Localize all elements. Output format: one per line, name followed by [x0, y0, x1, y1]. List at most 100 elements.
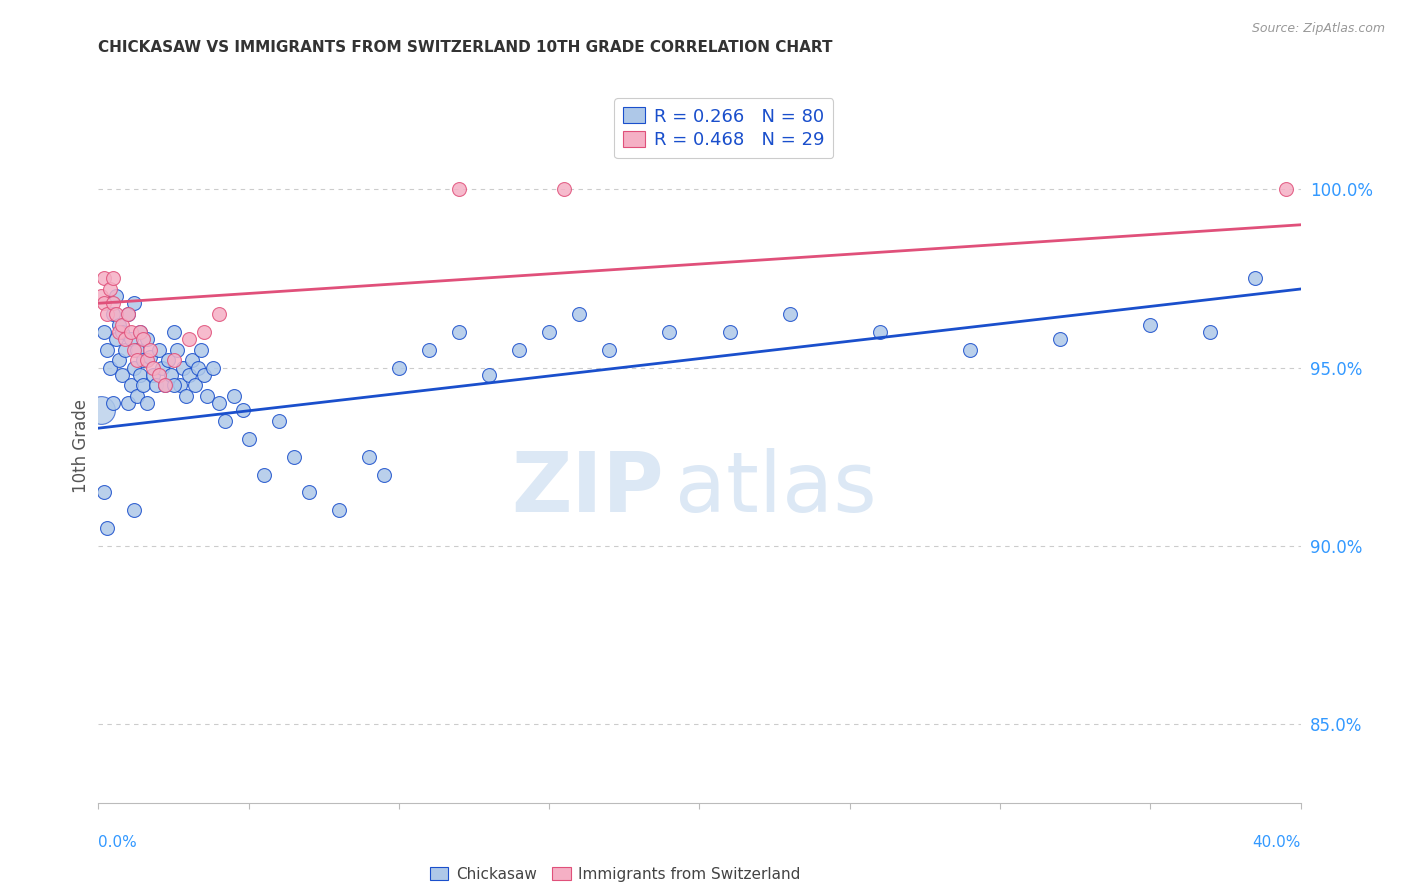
- Point: [190, 343, 212, 357]
- Point: [96, 521, 118, 535]
- Point: [1139, 318, 1161, 332]
- Point: [508, 343, 530, 357]
- Y-axis label: 10th Grade: 10th Grade: [72, 399, 90, 493]
- Point: [373, 467, 395, 482]
- Point: [553, 182, 575, 196]
- Point: [111, 325, 134, 339]
- Point: [124, 503, 146, 517]
- Point: [138, 343, 160, 357]
- Point: [357, 450, 380, 464]
- Point: [135, 353, 157, 368]
- Point: [869, 325, 891, 339]
- Point: [141, 368, 163, 382]
- Point: [183, 378, 205, 392]
- Point: [153, 378, 176, 392]
- Point: [447, 325, 470, 339]
- Text: CHICKASAW VS IMMIGRANTS FROM SWITZERLAND 10TH GRADE CORRELATION CHART: CHICKASAW VS IMMIGRANTS FROM SWITZERLAND…: [98, 40, 832, 55]
- Point: [121, 332, 143, 346]
- Point: [117, 307, 139, 321]
- Point: [103, 396, 125, 410]
- Point: [129, 325, 152, 339]
- Point: [153, 378, 176, 392]
- Point: [127, 353, 149, 368]
- Point: [187, 360, 209, 375]
- Point: [166, 343, 188, 357]
- Point: [114, 343, 136, 357]
- Text: Source: ZipAtlas.com: Source: ZipAtlas.com: [1251, 22, 1385, 36]
- Point: [162, 325, 184, 339]
- Point: [121, 325, 143, 339]
- Point: [447, 182, 470, 196]
- Point: [328, 503, 350, 517]
- Point: [127, 389, 149, 403]
- Point: [111, 318, 134, 332]
- Point: [132, 353, 155, 368]
- Point: [162, 378, 184, 392]
- Point: [214, 414, 236, 428]
- Point: [108, 318, 131, 332]
- Point: [96, 343, 118, 357]
- Point: [124, 360, 146, 375]
- Point: [283, 450, 305, 464]
- Point: [253, 467, 276, 482]
- Point: [568, 307, 591, 321]
- Point: [90, 403, 112, 417]
- Point: [124, 296, 146, 310]
- Point: [124, 343, 146, 357]
- Point: [138, 350, 160, 364]
- Point: [93, 485, 115, 500]
- Legend: Chickasaw, Immigrants from Switzerland: Chickasaw, Immigrants from Switzerland: [425, 861, 807, 888]
- Point: [1199, 325, 1222, 339]
- Point: [193, 368, 215, 382]
- Point: [96, 307, 118, 321]
- Point: [117, 307, 139, 321]
- Point: [108, 325, 131, 339]
- Point: [132, 332, 155, 346]
- Point: [177, 332, 200, 346]
- Point: [174, 389, 197, 403]
- Point: [105, 307, 128, 321]
- Point: [105, 332, 128, 346]
- Point: [103, 271, 125, 285]
- Point: [193, 325, 215, 339]
- Point: [121, 378, 143, 392]
- Point: [150, 360, 173, 375]
- Point: [1274, 182, 1296, 196]
- Point: [177, 368, 200, 382]
- Point: [148, 368, 170, 382]
- Point: [135, 332, 157, 346]
- Point: [100, 360, 122, 375]
- Point: [959, 343, 981, 357]
- Point: [135, 396, 157, 410]
- Point: [156, 353, 179, 368]
- Point: [145, 378, 167, 392]
- Point: [222, 389, 245, 403]
- Point: [598, 343, 620, 357]
- Point: [129, 368, 152, 382]
- Point: [108, 353, 131, 368]
- Text: 0.0%: 0.0%: [98, 836, 138, 850]
- Point: [658, 325, 681, 339]
- Point: [93, 325, 115, 339]
- Point: [105, 289, 128, 303]
- Point: [93, 271, 115, 285]
- Point: [180, 353, 202, 368]
- Point: [117, 396, 139, 410]
- Point: [718, 325, 741, 339]
- Point: [418, 343, 440, 357]
- Point: [195, 389, 218, 403]
- Point: [232, 403, 254, 417]
- Point: [148, 343, 170, 357]
- Point: [298, 485, 321, 500]
- Point: [388, 360, 411, 375]
- Point: [103, 296, 125, 310]
- Point: [478, 368, 501, 382]
- Point: [100, 282, 122, 296]
- Point: [159, 368, 181, 382]
- Text: atlas: atlas: [675, 449, 877, 529]
- Point: [238, 432, 260, 446]
- Point: [172, 360, 194, 375]
- Point: [93, 296, 115, 310]
- Point: [208, 396, 231, 410]
- Point: [1049, 332, 1071, 346]
